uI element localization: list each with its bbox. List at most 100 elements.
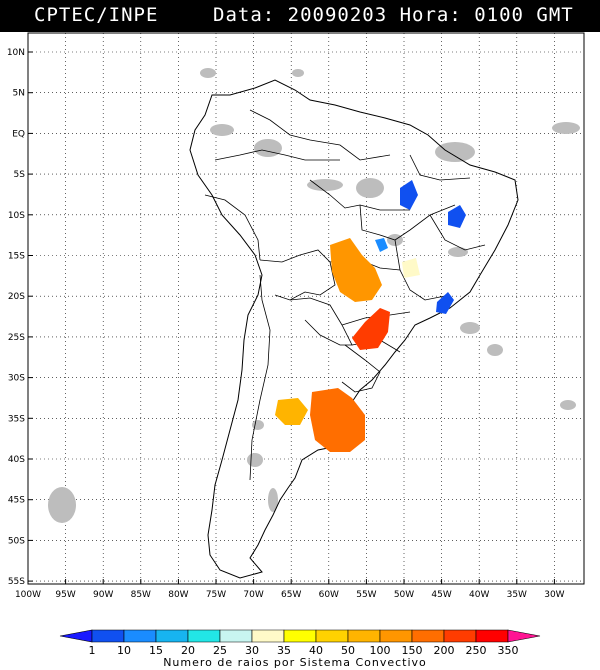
lon-label: 75W <box>206 590 226 600</box>
lat-label: 35S <box>8 414 25 424</box>
colorbar-segment <box>315 629 349 643</box>
colorbar-tick-label: 20 <box>181 644 195 657</box>
lon-label: 65W <box>281 590 301 600</box>
cloud-cover <box>48 68 580 523</box>
colorbar-segment <box>283 629 317 643</box>
cloud-patch <box>448 247 468 257</box>
border-brazil-state <box>409 154 471 181</box>
convective-systems <box>275 180 466 452</box>
lon-label: 100W <box>15 590 41 600</box>
border-brazil-state <box>309 179 410 211</box>
agency-label: CPTEC/INPE <box>34 4 159 26</box>
cloud-patch <box>247 453 263 467</box>
border-venezuela <box>249 109 391 161</box>
lon-label: 95W <box>55 590 75 600</box>
lat-label: EQ <box>12 129 25 139</box>
colorbar-tick-label: 40 <box>309 644 323 657</box>
colorbar-tick-label: 35 <box>277 644 291 657</box>
lon-label: 70W <box>243 590 263 600</box>
border-bolivia <box>259 249 336 301</box>
colorbar-segment <box>443 629 477 643</box>
colorbar-segment <box>251 629 285 643</box>
datetime-label: Data: 20090203 Hora: 0100 GMT <box>213 4 574 26</box>
lon-label: 30W <box>544 590 564 600</box>
lat-lon-grid <box>27 33 584 584</box>
cloud-patch <box>210 124 234 136</box>
lat-label: 25S <box>8 333 25 343</box>
system-bahia-west <box>400 180 418 210</box>
lon-label: 45W <box>431 590 451 600</box>
cloud-patch <box>48 487 76 523</box>
axis-labels: 10N 5N EQ 5S 10S 15S 20S 25S 30S 35S 40S 45S 50S 55S 1… <box>7 48 565 600</box>
system-parana <box>352 308 390 350</box>
cloud-patch <box>356 178 384 198</box>
lat-label: 20S <box>8 292 25 302</box>
colorbar-tick-label: 30 <box>245 644 259 657</box>
colorbar-tick-label: 1 <box>89 644 96 657</box>
colorbar-segment <box>91 629 125 643</box>
system-minas <box>436 292 454 314</box>
lon-label: 35W <box>507 590 527 600</box>
colorbar-tick-label: 250 <box>466 644 487 657</box>
lat-label: 50S <box>8 536 25 546</box>
lon-label: 85W <box>131 590 151 600</box>
cloud-patch <box>435 142 475 162</box>
colorbar-segment <box>475 629 509 643</box>
colorbar-tick-label: 100 <box>370 644 391 657</box>
border-brazil-state <box>429 214 486 251</box>
cloud-patch <box>292 69 304 77</box>
south-america-coastline <box>189 79 519 579</box>
system-goias-light <box>402 258 420 278</box>
system-bahia-east <box>448 205 466 228</box>
lon-label: 40W <box>469 590 489 600</box>
system-uruguay <box>310 388 365 452</box>
colorbar-tick-label: 150 <box>402 644 423 657</box>
cloud-patch <box>487 344 503 356</box>
map-frame <box>27 32 585 585</box>
colorbar-tick-label: 15 <box>149 644 163 657</box>
colorbar-tick-label: 200 <box>434 644 455 657</box>
colorbar-segment <box>411 629 445 643</box>
colorbar-segment <box>187 629 221 643</box>
cloud-patch <box>254 139 282 157</box>
colorbar-segment <box>379 629 413 643</box>
border-chile-argentina <box>249 274 271 481</box>
system-paraguay-border <box>335 262 355 285</box>
border-peru <box>204 194 261 261</box>
system-goias <box>375 238 388 252</box>
cloud-patch <box>200 68 216 78</box>
lat-label: 30S <box>8 374 25 384</box>
cloud-patch <box>307 179 343 191</box>
colorbar-tick-label: 50 <box>341 644 355 657</box>
title-bar: CPTEC/INPE Data: 20090203 Hora: 0100 GMT <box>0 0 600 32</box>
cloud-patch <box>268 488 278 512</box>
border-uruguay <box>341 344 381 393</box>
colorbar-tick-label: 25 <box>213 644 227 657</box>
lat-label: 5N <box>13 89 25 99</box>
colorbar-segment <box>219 629 253 643</box>
colorbar-segment <box>123 629 157 643</box>
colorbar-segment <box>507 629 541 643</box>
border-paraguay <box>289 297 353 346</box>
colorbar-title: Numero de raios por Sistema Convectivo <box>163 656 427 669</box>
lat-label: 10S <box>8 211 25 221</box>
colorbar-segment <box>347 629 381 643</box>
system-central-brazil <box>330 238 382 302</box>
colorbar-tick-label: 10 <box>117 644 131 657</box>
colorbar-tick-label: 350 <box>498 644 519 657</box>
colorbar: 1 10 15 20 25 30 35 40 50 100 150 200 250 350 <box>59 629 541 657</box>
lat-label: 15S <box>8 252 25 262</box>
system-argentina-pampas <box>275 398 308 425</box>
cloud-patch <box>460 322 480 334</box>
lat-label: 10N <box>7 48 25 58</box>
lat-label: 45S <box>8 496 25 506</box>
border-brazil-state <box>394 239 451 301</box>
lon-label: 80W <box>168 590 188 600</box>
lon-label: 55W <box>356 590 376 600</box>
border-colombia-brazil <box>214 149 340 161</box>
lat-label: 55S <box>8 577 25 587</box>
lat-label: 40S <box>8 455 25 465</box>
lon-label: 50W <box>394 590 414 600</box>
lon-label: 90W <box>93 590 113 600</box>
lon-label: 60W <box>319 590 339 600</box>
